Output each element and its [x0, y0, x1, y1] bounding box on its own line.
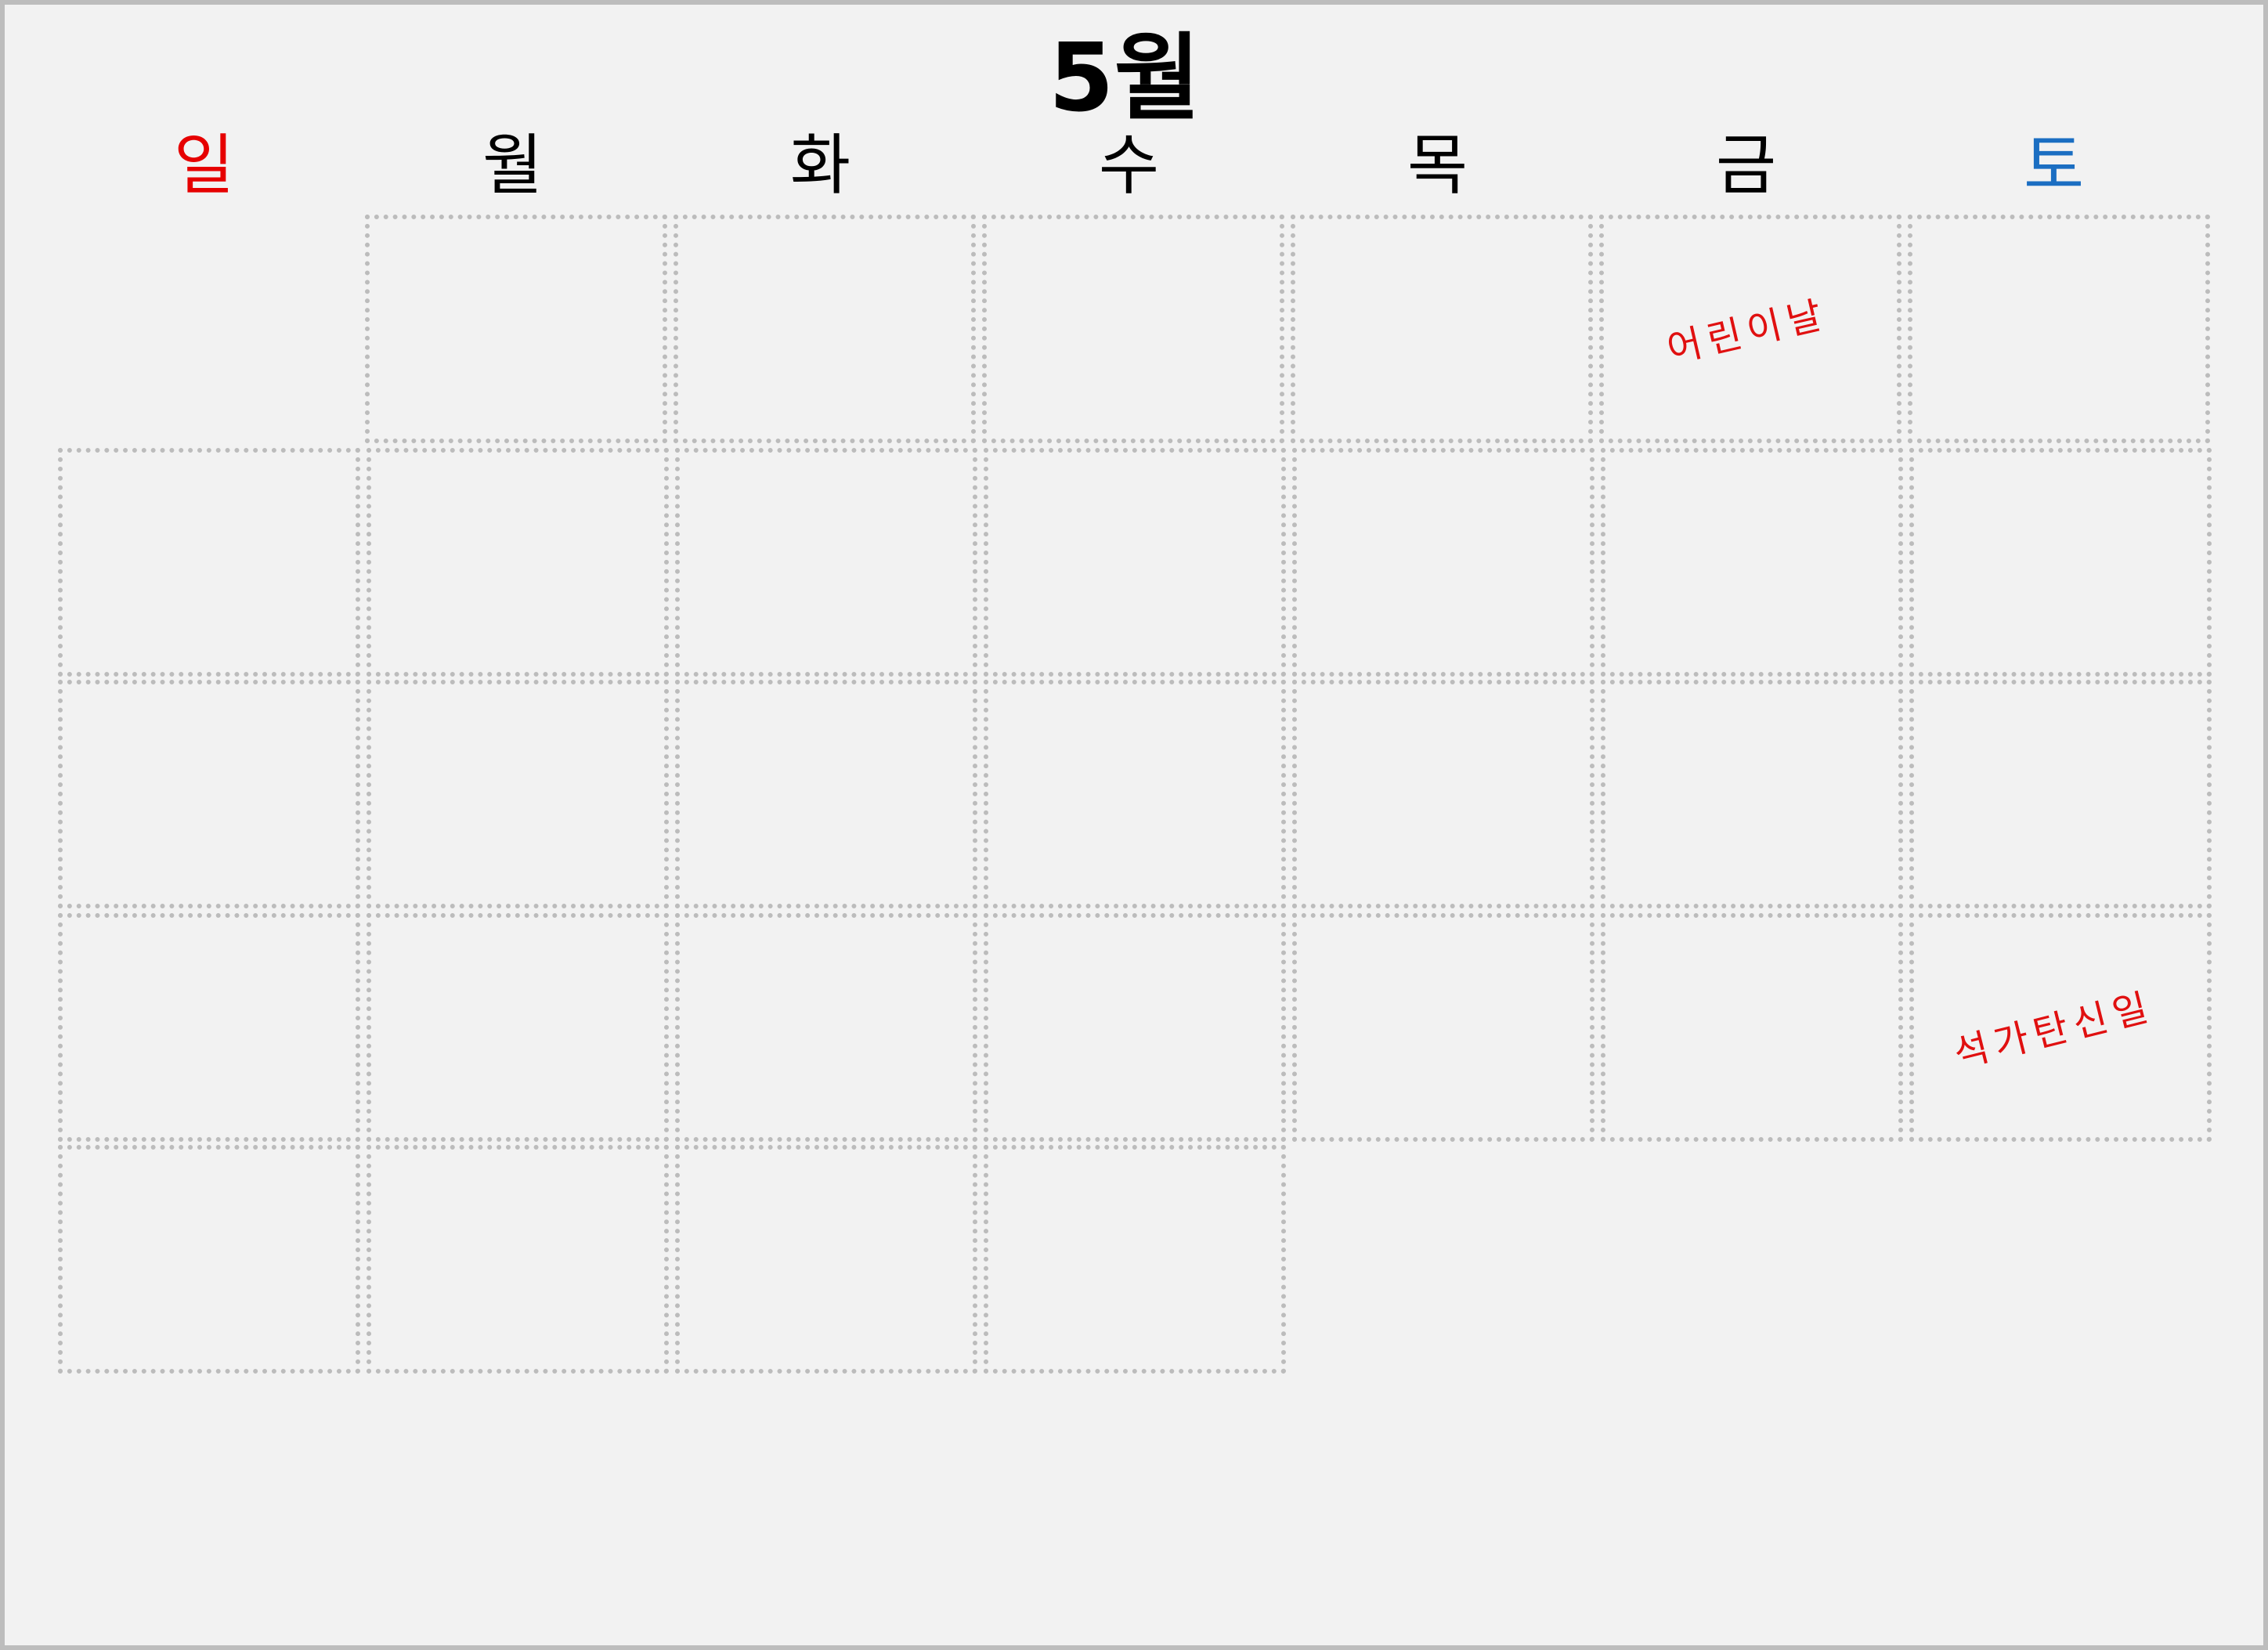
day-cell[interactable]: [984, 913, 1286, 1142]
weekday-thursday: 목: [1407, 127, 1468, 204]
day-cell[interactable]: [984, 1145, 1286, 1374]
day-cell[interactable]: [675, 448, 977, 677]
day-cell[interactable]: [1909, 913, 2212, 1142]
day-cell[interactable]: [1292, 448, 1594, 677]
day-cell[interactable]: [1601, 448, 1903, 677]
day-cell[interactable]: [984, 680, 1286, 908]
day-cell[interactable]: [1292, 913, 1594, 1142]
day-cell[interactable]: [982, 215, 1284, 443]
day-cell[interactable]: [367, 680, 669, 908]
weekday-tuesday: 화: [789, 127, 851, 204]
weekday-monday: 월: [482, 127, 544, 204]
calendar-page: 5월 일 월 화 수 목 금 토 어린이날 석가탄신일: [5, 5, 2263, 1645]
day-cell[interactable]: [58, 448, 360, 677]
day-cell[interactable]: [675, 680, 977, 908]
day-cell[interactable]: [674, 215, 976, 443]
day-cell[interactable]: [1908, 215, 2210, 443]
day-cell[interactable]: [1909, 680, 2212, 908]
day-cell[interactable]: [1291, 215, 1593, 443]
day-cell[interactable]: [1601, 680, 1903, 908]
day-cell[interactable]: [367, 913, 669, 1142]
day-cell[interactable]: [58, 913, 360, 1142]
day-cell[interactable]: [1599, 215, 1901, 443]
day-cell[interactable]: [58, 680, 360, 908]
day-cell[interactable]: [984, 448, 1286, 677]
day-cell[interactable]: [675, 1145, 977, 1374]
day-cell[interactable]: [1601, 913, 1903, 1142]
weekday-saturday: 토: [2023, 127, 2085, 204]
month-title: 5월: [1049, 24, 1201, 133]
day-cell[interactable]: [365, 215, 667, 443]
weekday-wednesday: 수: [1098, 127, 1160, 204]
weekday-friday: 금: [1715, 127, 1777, 204]
day-cell[interactable]: [1292, 680, 1594, 908]
day-cell[interactable]: [675, 913, 977, 1142]
day-cell[interactable]: [367, 448, 669, 677]
day-cell[interactable]: [367, 1145, 669, 1374]
day-cell[interactable]: [58, 1145, 360, 1374]
day-cell[interactable]: [1909, 448, 2212, 677]
weekday-sunday: 일: [173, 127, 235, 204]
